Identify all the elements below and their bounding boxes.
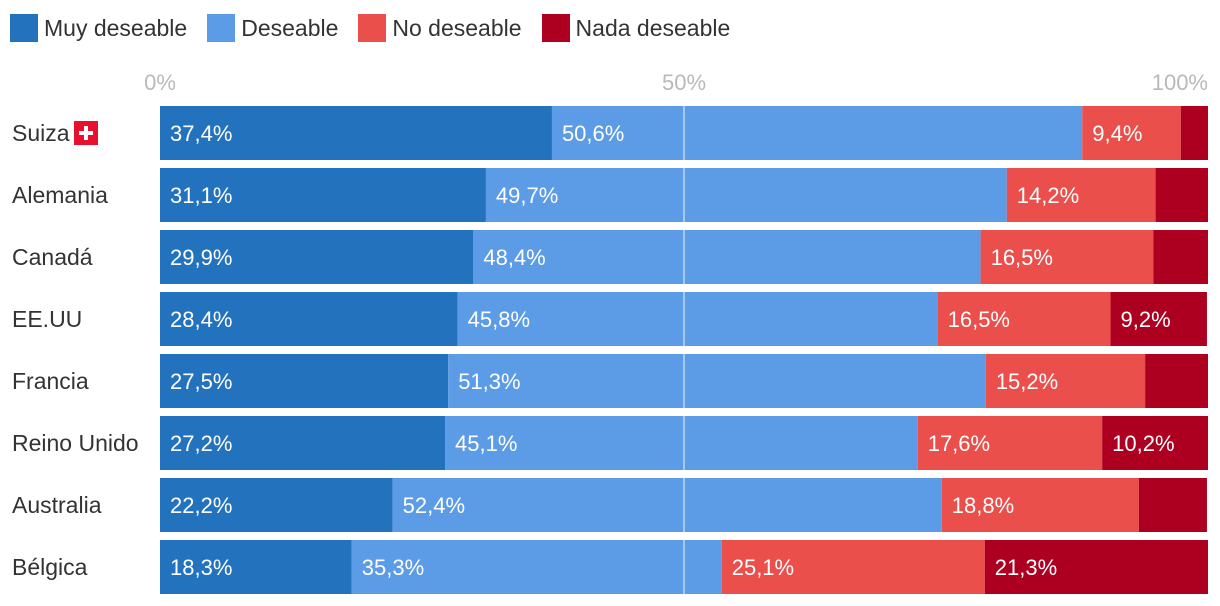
- bars-layer: [160, 106, 1208, 594]
- bar-belgica-muy-deseable: [160, 540, 352, 594]
- value-label: 52,4%: [403, 493, 465, 518]
- value-label: 15,2%: [996, 369, 1058, 394]
- bar-reino-unido-nada-deseable: [1102, 416, 1208, 470]
- bar-canada-nada-deseable: [1153, 230, 1208, 284]
- legend-swatch: [207, 14, 236, 42]
- bar-alemania-muy-deseable: [160, 168, 486, 222]
- bar-australia-no-deseable: [941, 478, 1139, 532]
- value-label: 31,1%: [170, 183, 232, 208]
- bar-reino-unido-no-deseable: [917, 416, 1103, 470]
- bar-belgica-nada-deseable: [984, 540, 1208, 594]
- value-label: 27,2%: [170, 431, 232, 456]
- legend-label: Nada deseable: [575, 14, 731, 41]
- bar-suiza-deseable: [551, 106, 1083, 160]
- bar-ee-uu-muy-deseable: [160, 292, 458, 346]
- bar-francia-no-deseable: [985, 354, 1146, 408]
- bar-suiza-no-deseable: [1082, 106, 1181, 160]
- category-label-ee-uu: EE.UU: [12, 306, 82, 332]
- category-label-canada: Canadá: [12, 244, 93, 270]
- legend-swatch: [358, 14, 387, 42]
- category-label-francia: Francia: [12, 368, 89, 394]
- value-label: 18,3%: [170, 555, 232, 580]
- value-label: 35,3%: [362, 555, 424, 580]
- bar-alemania-no-deseable: [1006, 168, 1156, 222]
- legend-item-deseable: Deseable: [207, 14, 338, 42]
- bar-reino-unido-muy-deseable: [160, 416, 446, 470]
- bar-alemania-nada-deseable: [1155, 168, 1208, 222]
- value-label: 29,9%: [170, 245, 232, 270]
- value-label: 25,1%: [732, 555, 794, 580]
- value-label: 45,8%: [468, 307, 530, 332]
- value-label: 18,8%: [952, 493, 1014, 518]
- value-label: 9,2%: [1121, 307, 1171, 332]
- category-label-australia: Australia: [12, 492, 102, 518]
- legend-label: Deseable: [241, 14, 339, 41]
- category-label-suiza: Suiza: [12, 120, 70, 146]
- value-label: 37,4%: [170, 121, 232, 146]
- bar-belgica-deseable: [351, 540, 722, 594]
- value-label: 16,5%: [991, 245, 1053, 270]
- value-label: 9,4%: [1092, 121, 1142, 146]
- legend-item-nada-deseable: Nada deseable: [541, 14, 731, 42]
- x-tick-label: 50%: [662, 70, 706, 95]
- bar-francia-deseable: [448, 354, 986, 408]
- legend-label: Muy deseable: [44, 14, 188, 41]
- value-label: 16,5%: [948, 307, 1010, 332]
- value-label: 22,2%: [170, 493, 232, 518]
- legend-swatch: [541, 14, 570, 42]
- value-label: 48,4%: [483, 245, 545, 270]
- bar-ee-uu-deseable: [457, 292, 938, 346]
- bar-canada-muy-deseable: [160, 230, 474, 284]
- x-tick-label: 100%: [1152, 70, 1208, 95]
- category-label-reino-unido: Reino Unido: [12, 430, 139, 456]
- value-label: 51,3%: [458, 369, 520, 394]
- legend-swatch: [10, 14, 38, 42]
- value-label: 17,6%: [928, 431, 990, 456]
- legend: Muy deseable Deseable No deseable Nada dese…: [10, 12, 750, 44]
- bar-alemania-deseable: [485, 168, 1007, 222]
- bar-suiza-nada-deseable: [1180, 106, 1208, 160]
- value-label: 50,6%: [562, 121, 624, 146]
- x-tick-label: 0%: [144, 70, 176, 95]
- bar-francia-nada-deseable: [1145, 354, 1208, 408]
- bar-australia-deseable: [392, 478, 942, 532]
- value-label: 27,5%: [170, 369, 232, 394]
- value-label: 45,1%: [455, 431, 517, 456]
- legend-item-no-deseable: No deseable: [358, 14, 522, 42]
- bar-suiza-muy-deseable: [160, 106, 552, 160]
- bar-reino-unido-deseable: [445, 416, 918, 470]
- bar-belgica-no-deseable: [721, 540, 985, 594]
- category-label-belgica: Bélgica: [12, 554, 88, 580]
- bar-ee-uu-no-deseable: [937, 292, 1111, 346]
- value-label: 28,4%: [170, 307, 232, 332]
- swiss-flag-icon: [74, 121, 98, 145]
- bar-ee-uu-nada-deseable: [1110, 292, 1207, 346]
- value-label: 49,7%: [496, 183, 558, 208]
- value-label: 21,3%: [995, 555, 1057, 580]
- legend-label: No deseable: [392, 14, 522, 41]
- value-labels-layer: 37,4% 50,6% 9,4% 31,1% 49,7% 14,2% 29,9% 48,4% 1…: [170, 121, 1175, 580]
- flag-cross-horizontal: [79, 131, 93, 135]
- bar-australia-muy-deseable: [160, 478, 393, 532]
- bar-canada-deseable: [473, 230, 981, 284]
- value-label: 14,2%: [1017, 183, 1079, 208]
- bar-francia-muy-deseable: [160, 354, 449, 408]
- category-label-alemania: Alemania: [12, 182, 108, 208]
- bar-canada-no-deseable: [980, 230, 1154, 284]
- legend-item-muy-deseable: Muy deseable: [10, 14, 187, 42]
- value-label: 10,2%: [1112, 431, 1174, 456]
- bar-australia-nada-deseable: [1138, 478, 1207, 532]
